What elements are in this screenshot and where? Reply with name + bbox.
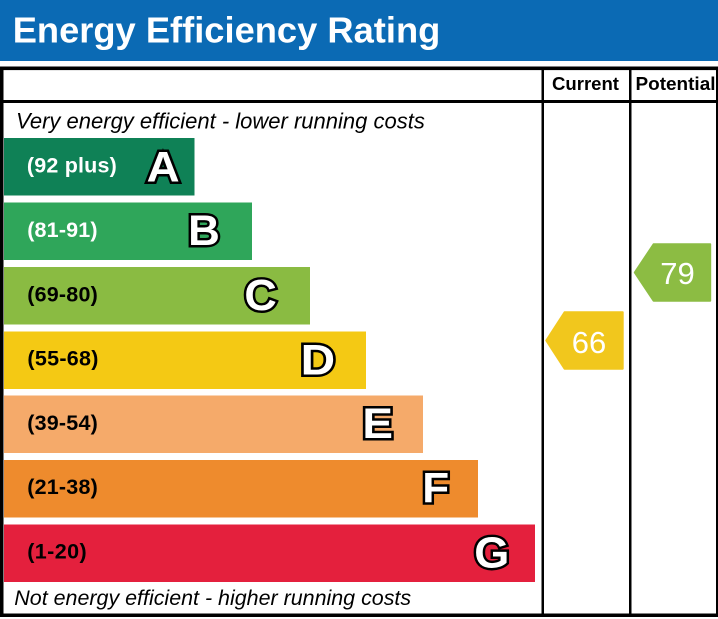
svg-text:Potential: Potential — [636, 74, 716, 94]
svg-text:Energy Efficiency Rating: Energy Efficiency Rating — [13, 9, 441, 50]
svg-text:(1-20): (1-20) — [27, 539, 86, 563]
svg-text:E: E — [362, 400, 393, 448]
svg-text:(55-68): (55-68) — [27, 346, 98, 370]
svg-text:(21-38): (21-38) — [27, 475, 98, 499]
svg-text:C: C — [244, 271, 276, 320]
svg-text:(39-54): (39-54) — [27, 411, 98, 435]
svg-text:Current: Current — [552, 74, 619, 94]
svg-text:D: D — [301, 337, 336, 385]
svg-text:Not energy efficient - higher: Not energy efficient - higher running co… — [14, 586, 411, 610]
svg-text:F: F — [422, 465, 449, 513]
svg-text:G: G — [474, 529, 509, 578]
svg-text:66: 66 — [572, 325, 607, 360]
svg-text:(81-91): (81-91) — [27, 218, 97, 242]
svg-text:Very energy efficient - lower: Very energy efficient - lower running co… — [16, 109, 425, 134]
svg-text:(69-80): (69-80) — [27, 283, 98, 307]
svg-text:A: A — [147, 143, 180, 191]
svg-text:B: B — [188, 207, 220, 255]
svg-text:79: 79 — [660, 256, 695, 291]
svg-text:(92 plus): (92 plus) — [27, 154, 117, 178]
